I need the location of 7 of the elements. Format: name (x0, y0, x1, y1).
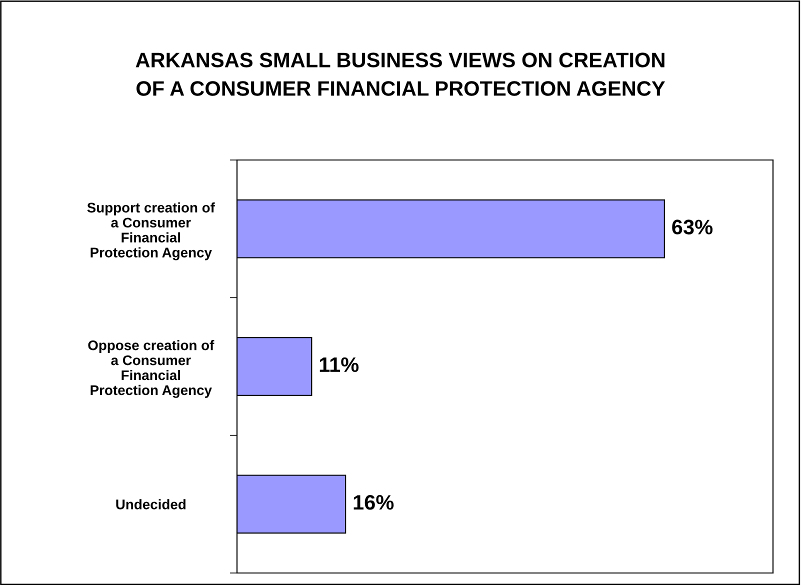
data-label: 63% (672, 220, 713, 234)
y-tick-label: Support creation of a Consumer Financial Protection Agency (87, 202, 215, 260)
chart-title: ARKANSAS SMALL BUSINESS VIEWS ON CREATION OF A CONSUMER FINANCIAL PROTECTION AGENCY (136, 52, 666, 96)
y-tick-label: Oppose creation of a Consumer Financial Protection Agency (88, 340, 214, 398)
data-label: 16% (354, 495, 394, 510)
data-label: 11% (320, 357, 359, 372)
y-tick-label: Undecided (116, 499, 186, 510)
